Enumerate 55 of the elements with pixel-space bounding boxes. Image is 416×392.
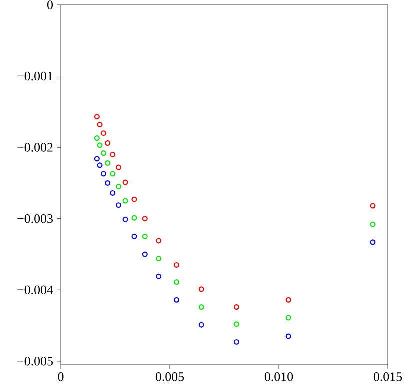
point [198, 322, 204, 328]
point [370, 203, 376, 209]
point [122, 180, 128, 186]
y-tick-label: −0.003 [18, 214, 53, 224]
point [156, 256, 162, 262]
point [174, 297, 180, 303]
point [97, 122, 103, 128]
point [174, 280, 180, 286]
point [234, 339, 240, 345]
x-tick-label: 0 [58, 372, 64, 382]
point [132, 234, 138, 240]
point [116, 164, 122, 170]
point [286, 334, 292, 340]
point [198, 286, 204, 292]
point [110, 190, 116, 196]
point [234, 322, 240, 328]
point [234, 304, 240, 310]
point [370, 222, 376, 228]
point [94, 156, 100, 162]
y-tick-label: −0.002 [18, 143, 53, 152]
point [94, 136, 100, 142]
point [105, 160, 111, 166]
point [105, 140, 111, 146]
point [116, 202, 122, 208]
point [370, 240, 376, 246]
point [100, 150, 106, 156]
point [142, 216, 148, 222]
point [100, 171, 106, 177]
point [286, 315, 292, 321]
point [174, 262, 180, 268]
point [97, 142, 103, 148]
point [142, 252, 148, 258]
x-tick-label: 0.005 [156, 372, 184, 382]
point [122, 198, 128, 204]
y-tick-label: −0.005 [18, 357, 53, 366]
point [100, 130, 106, 136]
point [142, 234, 148, 240]
point [122, 216, 128, 222]
x-tick-label: 0.015 [374, 372, 402, 382]
point [198, 304, 204, 310]
y-tick-label: −0.001 [18, 72, 53, 81]
y-tick-label: −0.004 [18, 286, 54, 295]
point [156, 274, 162, 280]
x-tick-label: 0.010 [264, 372, 294, 382]
point [97, 162, 103, 168]
y-tick-label: 0 [48, 0, 53, 10]
point [105, 180, 111, 186]
point [132, 215, 138, 221]
point [116, 184, 122, 190]
point [110, 171, 116, 177]
point [94, 114, 100, 120]
point [286, 297, 292, 303]
point [132, 196, 138, 202]
point [156, 238, 162, 244]
point [110, 152, 116, 158]
